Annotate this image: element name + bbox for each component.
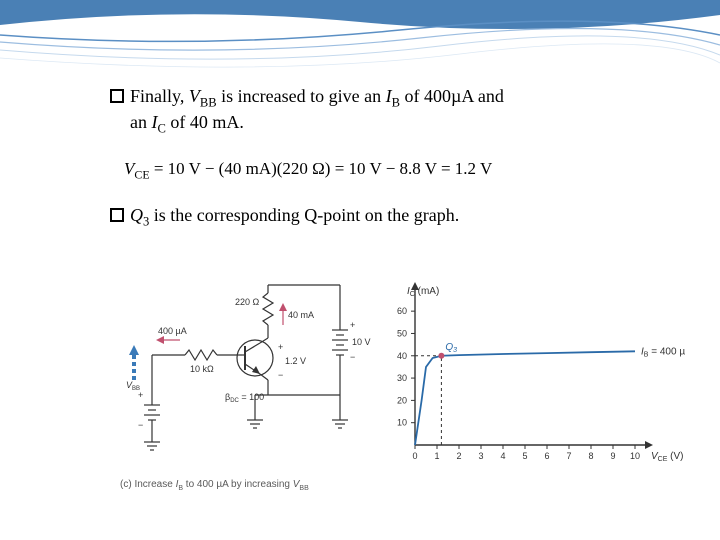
vce-equation: VCE = 10 V − (40 mA)(220 Ω) = 10 V − 8.8… bbox=[124, 159, 620, 182]
svg-text:IC (mA): IC (mA) bbox=[407, 286, 439, 298]
slide-content: Finally, VBB is increased to give an IB … bbox=[0, 0, 720, 512]
transistor-collector bbox=[245, 343, 260, 352]
beta-label: βDC = 100 bbox=[225, 392, 264, 404]
svg-text:1: 1 bbox=[434, 451, 439, 461]
t1a: Finally, bbox=[130, 86, 189, 106]
vcc-battery bbox=[332, 330, 348, 355]
svg-text:40: 40 bbox=[397, 351, 407, 361]
svg-text:30: 30 bbox=[397, 373, 407, 383]
vcc-minus: − bbox=[350, 352, 355, 362]
t2a: an bbox=[130, 112, 152, 132]
rc-label: 220 Ω bbox=[235, 297, 260, 307]
svg-text:6: 6 bbox=[544, 451, 549, 461]
t2b: of 40 mA. bbox=[166, 112, 244, 132]
ic-label: 40 mA bbox=[288, 310, 314, 320]
svg-text:8: 8 bbox=[588, 451, 593, 461]
r-base-label: 10 kΩ bbox=[190, 364, 214, 374]
vce-label: 1.2 V bbox=[285, 356, 306, 366]
graph-svg: 0 1 2 3 4 5 6 7 8 9 10 10 20 30 40 50 60IC (mA) VCE (V) Q3… bbox=[375, 270, 685, 480]
bullet-box-icon bbox=[110, 89, 124, 103]
ic-arrow bbox=[279, 303, 287, 325]
t1b: is increased to give an bbox=[217, 86, 386, 106]
ground-left bbox=[144, 435, 160, 450]
svg-text:IB = 400 µA: IB = 400 µA bbox=[641, 347, 685, 359]
svg-text:5: 5 bbox=[522, 451, 527, 461]
svg-text:20: 20 bbox=[397, 396, 407, 406]
svg-text:Q3: Q3 bbox=[445, 342, 457, 354]
cap-vbb-sub: BB bbox=[299, 485, 308, 492]
svg-text:9: 9 bbox=[610, 451, 615, 461]
circuit-figure: + − VBB 10 kΩ bbox=[120, 270, 375, 492]
vbb-up-arrow bbox=[129, 345, 139, 380]
graph-figure: 0 1 2 3 4 5 6 7 8 9 10 10 20 30 40 50 60IC (mA) VCE (V) Q3… bbox=[375, 270, 685, 492]
ib-arrow bbox=[156, 336, 180, 344]
svg-text:7: 7 bbox=[566, 451, 571, 461]
ic-sub: C bbox=[158, 122, 166, 136]
svg-text:VCE (V): VCE (V) bbox=[651, 451, 684, 463]
ib-label: 400 µA bbox=[158, 326, 187, 336]
ground-right bbox=[332, 410, 348, 428]
t3: is the corresponding Q-point on the grap… bbox=[149, 205, 459, 225]
vcc-plus: + bbox=[350, 320, 355, 330]
svg-text:50: 50 bbox=[397, 329, 407, 339]
cap-b: to 400 µA by increasing bbox=[183, 479, 293, 490]
svg-text:10: 10 bbox=[630, 451, 640, 461]
eq-rest: = 10 V − (40 mA)(220 Ω) = 10 V − 8.8 V =… bbox=[150, 159, 493, 178]
figures-row: + − VBB 10 kΩ bbox=[110, 270, 620, 492]
svg-text:2: 2 bbox=[456, 451, 461, 461]
bullet-box-icon bbox=[110, 208, 124, 222]
bullet-2: Q3 is the corresponding Q-point on the g… bbox=[110, 204, 620, 230]
vbb-sym: V bbox=[189, 86, 200, 106]
bullet-2-text: Q3 is the corresponding Q-point on the g… bbox=[130, 204, 459, 230]
eq-vce-sub: CE bbox=[134, 167, 149, 181]
q3-sym: Q bbox=[130, 205, 143, 225]
eq-vce: V bbox=[124, 159, 134, 178]
svg-text:4: 4 bbox=[500, 451, 505, 461]
svg-text:60: 60 bbox=[397, 306, 407, 316]
r-collector-resistor bbox=[263, 293, 273, 325]
wire-e1 bbox=[260, 374, 268, 380]
vbb-battery bbox=[144, 380, 160, 435]
ground-mid bbox=[247, 410, 263, 428]
t1c: of 400µA and bbox=[400, 86, 504, 106]
svg-text:0: 0 bbox=[412, 451, 417, 461]
ib-sub: B bbox=[392, 96, 400, 110]
cap-a: (c) Increase bbox=[120, 479, 176, 490]
vce-minus: − bbox=[278, 370, 283, 380]
vbb-label: VBB bbox=[126, 380, 140, 392]
bullet-1: Finally, VBB is increased to give an IB … bbox=[110, 85, 620, 137]
svg-text:10: 10 bbox=[397, 418, 407, 428]
circuit-caption: (c) Increase IB to 400 µA by increasing … bbox=[120, 479, 375, 492]
r-base-resistor bbox=[185, 350, 217, 360]
bullet-1-text: Finally, VBB is increased to give an IB … bbox=[130, 85, 504, 137]
vbb-minus: − bbox=[138, 420, 143, 430]
circuit-svg: + − VBB 10 kΩ bbox=[120, 270, 375, 470]
vcc-label: 10 V bbox=[352, 337, 371, 347]
svg-text:3: 3 bbox=[478, 451, 483, 461]
vce-plus: + bbox=[278, 342, 283, 352]
vbb-sub: BB bbox=[200, 96, 217, 110]
